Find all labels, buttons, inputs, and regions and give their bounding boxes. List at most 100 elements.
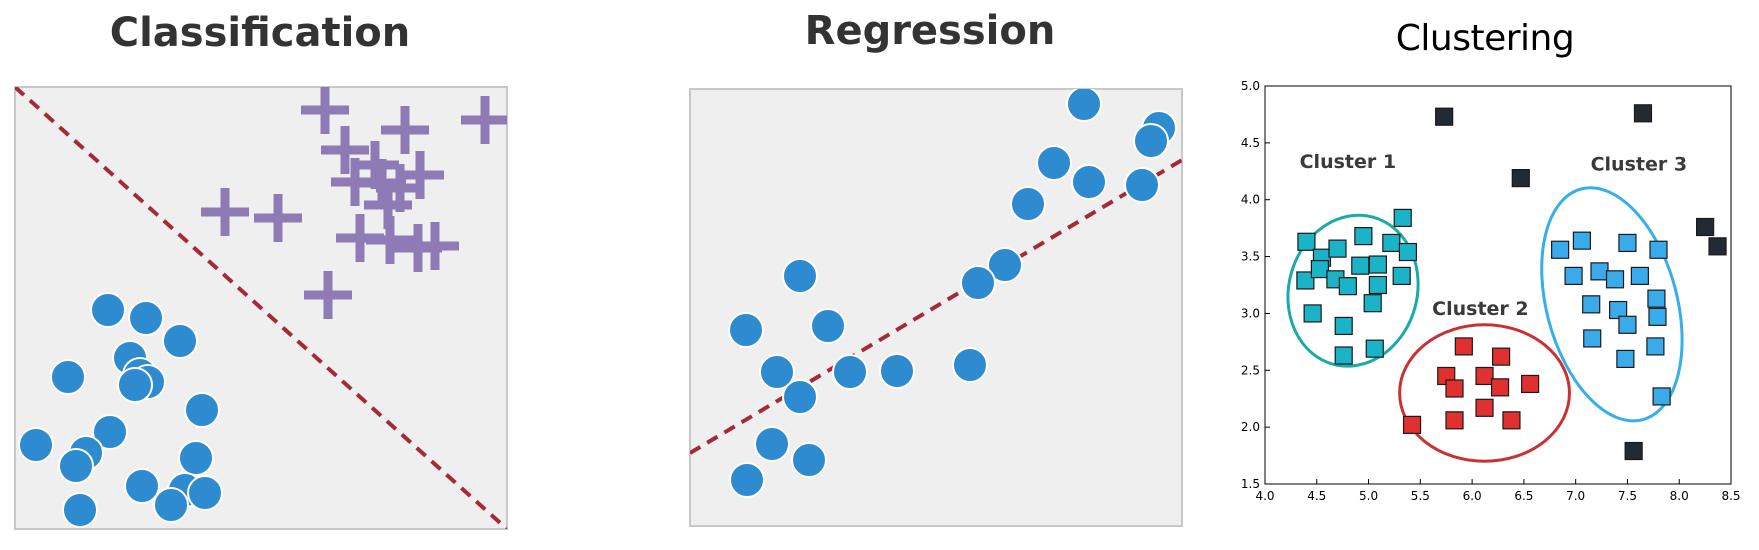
cluster-3-point [1605,270,1625,289]
circle-point-icon [58,448,94,484]
plus-point-icon [301,87,349,134]
circle-point-icon [1066,89,1102,122]
y-tick-label: 3.5 [1241,250,1260,264]
outlier-point [1624,441,1643,461]
circle-point-icon [90,292,126,328]
cluster-1-ring [1286,213,1420,368]
cluster-3-point [1582,295,1601,314]
circle-point-icon [1071,164,1107,200]
cluster-3-point [1630,266,1649,286]
cluster-2-point [1475,366,1494,386]
cluster-3-point [1647,289,1666,308]
circle-point-icon [124,468,160,504]
circle-point-icon [952,347,988,383]
cluster-3-point [1583,329,1602,348]
circle-point-icon [62,492,98,528]
cluster-3-point [1572,231,1591,250]
cluster-3-point [1652,387,1671,406]
circle-point-icon [1036,145,1072,181]
cluster-1-point [1296,271,1315,290]
circle-point-icon [50,359,86,395]
cluster-3-point [1564,266,1583,286]
plus-point-icon [366,216,414,264]
circle-point-icon [153,487,189,523]
classification-title: Classification [109,10,411,56]
cluster-1-point [1363,294,1382,313]
circle-point-icon [1133,123,1169,159]
cluster-1-label: Cluster 1 [1300,151,1396,173]
cluster-1-point [1368,275,1387,295]
cluster-3-point [1646,337,1665,356]
cluster-3-point [1609,300,1628,320]
circle-point-icon [1124,167,1160,203]
circle-point-icon [832,354,868,390]
clustering-title: Clustering [1395,18,1575,59]
outlier-point [1696,217,1715,237]
cluster-1-point [1393,208,1412,228]
x-tick-label: 6.0 [1463,489,1482,503]
regression-plot [689,88,1183,527]
y-tick-label: 4.5 [1241,136,1260,150]
cluster-2-point [1521,374,1540,394]
cluster-1-point [1382,233,1401,253]
x-tick-label: 5.0 [1359,489,1378,503]
x-tick-label: 4.0 [1255,489,1274,503]
cluster-2-point [1475,398,1494,417]
cluster-1-point [1368,255,1387,274]
circle-point-icon [184,392,220,428]
cluster-1-point [1297,232,1316,251]
circle-point-icon [92,414,128,450]
cluster-2-ring [1398,323,1571,463]
cluster-2-point [1492,347,1511,366]
classification-plot [14,86,508,530]
circle-point-icon [987,247,1023,283]
y-tick-label: 3.0 [1241,306,1260,320]
circle-point-icon [728,312,764,348]
y-tick-label: 2.0 [1241,420,1260,434]
x-tick-label: 7.5 [1618,489,1637,503]
decision-boundary-line [15,87,507,529]
outlier-point [1708,237,1727,256]
y-tick-label: 2.5 [1241,363,1260,377]
cluster-3-point [1616,349,1635,369]
cluster-1-point [1310,259,1329,279]
circle-point-icon [1010,186,1046,222]
x-tick-label: 7.0 [1566,489,1585,503]
plus-point-icon [304,271,352,319]
circle-point-icon [879,353,915,389]
cluster-3-point [1618,233,1637,253]
cluster-2-point [1445,379,1464,398]
regression-line [690,158,1182,455]
plus-point-icon [321,126,369,174]
x-tick-label: 8.5 [1721,489,1740,503]
cluster-1-point [1398,242,1418,262]
cluster-3-point [1551,240,1570,259]
cluster-2-point [1502,411,1521,430]
circle-point-icon [162,323,198,359]
cluster-1-point [1392,266,1411,286]
cluster-1-point [1354,227,1373,246]
circle-point-icon [759,354,795,390]
plus-point-icon [461,96,507,144]
plus-point-icon [201,188,249,236]
circle-point-icon [178,440,214,476]
circle-point-icon [187,475,223,511]
circle-point-icon [782,258,818,294]
circle-point-icon [810,308,846,344]
circle-point-icon [960,265,996,301]
cluster-1-point [1338,277,1357,296]
circle-point-icon [782,379,818,415]
cluster-2-point [1454,337,1473,356]
circle-point-icon [128,300,164,336]
cluster-2-point [1445,411,1464,430]
outlier-point [1511,169,1530,188]
cluster-1-point [1351,256,1370,275]
plus-point-icon [381,106,429,154]
circle-point-icon [791,442,827,478]
x-tick-label: 4.5 [1307,489,1326,503]
plus-point-icon [254,194,302,242]
circle-point-icon [729,462,765,498]
cluster-3-label: Cluster 3 [1591,153,1687,175]
cluster-1-point [1303,304,1322,323]
cluster-2-point [1402,415,1422,434]
